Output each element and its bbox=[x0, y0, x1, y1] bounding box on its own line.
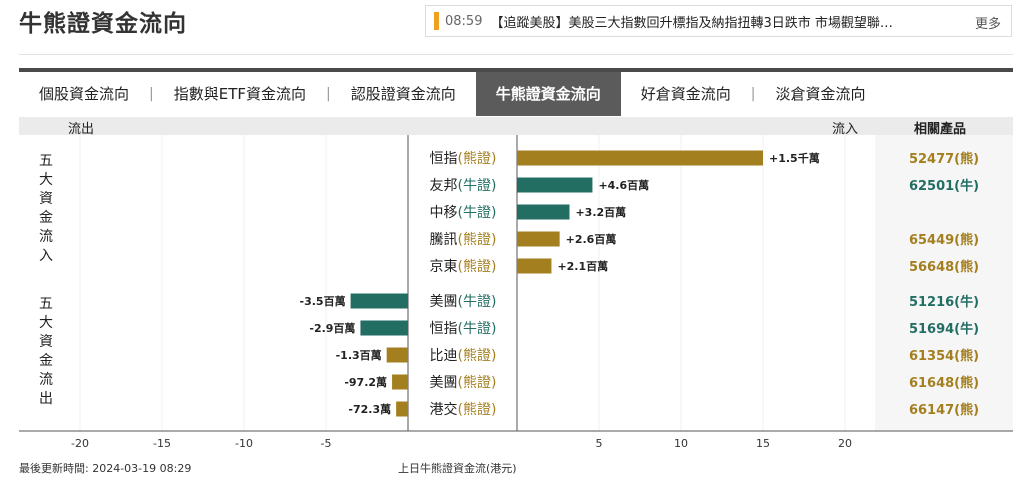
bar bbox=[360, 320, 408, 336]
x-tick-label: -10 bbox=[235, 437, 253, 450]
bar bbox=[386, 347, 408, 363]
product-link[interactable]: 51216(牛) bbox=[909, 294, 979, 310]
product-link[interactable]: 66147(熊) bbox=[909, 402, 979, 418]
x-tick-label: -5 bbox=[321, 437, 332, 450]
chart-caption: 上日牛熊證資金流(港元) bbox=[398, 462, 517, 475]
bar bbox=[517, 177, 593, 193]
bar bbox=[396, 401, 408, 417]
divider bbox=[19, 54, 1013, 55]
tab-separator: | bbox=[750, 86, 756, 102]
data-label: -1.3百萬 bbox=[336, 348, 382, 362]
bar bbox=[517, 231, 560, 247]
row-label: 美團(熊證) bbox=[430, 374, 497, 391]
x-tick-label: 15 bbox=[756, 437, 770, 450]
bar bbox=[517, 204, 570, 220]
inflow-side-label: 五大資金流入 bbox=[39, 153, 53, 264]
products-header: 相關產品 bbox=[914, 122, 967, 137]
news-headline[interactable]: 【追蹤美股】美股三大指數回升標指及納指扭轉3日跌市 市場觀望聯… bbox=[490, 15, 893, 31]
bar bbox=[350, 293, 408, 309]
row-label: 比迪(熊證) bbox=[430, 347, 497, 364]
x-tick-label: 10 bbox=[674, 437, 688, 450]
data-label: +2.6百萬 bbox=[566, 232, 617, 246]
row-label: 中移(牛證) bbox=[430, 204, 497, 221]
data-label: +4.6百萬 bbox=[598, 178, 649, 192]
tab-separator: | bbox=[149, 86, 154, 102]
product-link[interactable]: 61354(熊) bbox=[909, 348, 979, 364]
last-updated: 最後更新時間: 2024-03-19 08:29 bbox=[19, 462, 192, 475]
bar bbox=[517, 258, 552, 274]
bar bbox=[392, 374, 408, 390]
x-tick-label: -20 bbox=[71, 437, 89, 450]
chart-header: 流出 流入 相關產品 bbox=[19, 117, 1013, 137]
tab-short-flow[interactable]: 淡倉資金流向 bbox=[775, 85, 866, 103]
data-label: -3.5百萬 bbox=[300, 294, 346, 308]
data-label: +1.5千萬 bbox=[769, 151, 820, 165]
bar bbox=[517, 150, 763, 166]
product-link[interactable]: 52477(熊) bbox=[909, 151, 979, 167]
row-label: 美團(牛證) bbox=[430, 293, 497, 310]
tab-bar: 個股資金流向 | 指數與ETF資金流向 | 認股證資金流向 牛熊證資金流向 好倉… bbox=[19, 72, 1013, 116]
data-label: +3.2百萬 bbox=[575, 205, 626, 219]
product-link[interactable]: 62501(牛) bbox=[909, 178, 979, 194]
tab-cbbc-flow[interactable]: 牛熊證資金流向 bbox=[475, 72, 621, 116]
inflow-header: 流入 bbox=[832, 122, 859, 137]
x-tick-label: -15 bbox=[153, 437, 171, 450]
row-label: 恒指(牛證) bbox=[430, 320, 497, 337]
row-label: 港交(熊證) bbox=[430, 401, 497, 418]
page-title: 牛熊證資金流向 bbox=[19, 11, 187, 37]
data-label: -97.2萬 bbox=[344, 375, 387, 389]
x-tick-label: 5 bbox=[596, 437, 603, 450]
data-label: +2.1百萬 bbox=[557, 259, 608, 273]
tab-long-flow[interactable]: 好倉資金流向 bbox=[640, 85, 731, 103]
tab-warrant-flow[interactable]: 認股證資金流向 bbox=[350, 85, 456, 103]
news-time: 08:59 bbox=[445, 13, 483, 29]
tab-separator: | bbox=[326, 86, 331, 102]
outflow-header: 流出 bbox=[68, 122, 95, 137]
row-label: 京東(熊證) bbox=[430, 258, 497, 275]
tab-index-etf-flow[interactable]: 指數與ETF資金流向 bbox=[173, 85, 307, 103]
news-more-link[interactable]: 更多 bbox=[974, 17, 1001, 32]
products-column bbox=[875, 135, 1013, 431]
tabs-top-rule bbox=[19, 68, 1013, 72]
news-marker bbox=[434, 12, 439, 30]
x-tick-label: 20 bbox=[838, 437, 852, 450]
data-label: -72.3萬 bbox=[348, 402, 391, 416]
news-ticker[interactable]: 08:59 【追蹤美股】美股三大指數回升標指及納指扭轉3日跌市 市場觀望聯… 更… bbox=[425, 5, 1012, 37]
product-link[interactable]: 61648(熊) bbox=[909, 375, 979, 391]
product-link[interactable]: 56648(熊) bbox=[909, 259, 979, 275]
data-label: -2.9百萬 bbox=[309, 321, 355, 335]
row-label: 恒指(熊證) bbox=[430, 150, 497, 167]
outflow-side-label: 五大資金流出 bbox=[39, 296, 53, 407]
product-link[interactable]: 51694(牛) bbox=[909, 321, 979, 337]
product-link[interactable]: 65449(熊) bbox=[909, 232, 979, 248]
row-label: 騰訊(熊證) bbox=[430, 231, 497, 248]
tab-stock-flow[interactable]: 個股資金流向 bbox=[39, 85, 130, 103]
row-label: 友邦(牛證) bbox=[430, 177, 497, 194]
